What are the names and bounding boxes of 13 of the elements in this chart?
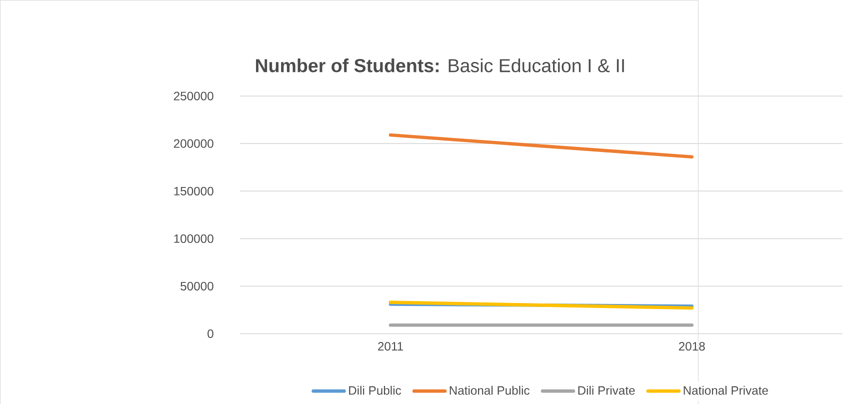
y-tick-label: 200000	[174, 139, 214, 148]
x-tick-label: 2011	[378, 342, 403, 350]
legend-label: National Private	[684, 386, 768, 395]
chart-title: Number of Students: Basic Education I & II	[256, 58, 624, 72]
y-tick-label: 250000	[174, 92, 214, 100]
y-tick-label: 0	[208, 329, 214, 338]
y-tick-label: 50000	[180, 282, 214, 290]
legend-label: Dili Public	[349, 386, 402, 395]
y-tick-label: 100000	[174, 234, 214, 243]
legend-label: National Public	[450, 386, 530, 395]
legend-label: Dili Private	[578, 386, 635, 395]
x-tick-label: 2018	[678, 342, 705, 350]
y-tick-label: 150000	[174, 186, 214, 196]
